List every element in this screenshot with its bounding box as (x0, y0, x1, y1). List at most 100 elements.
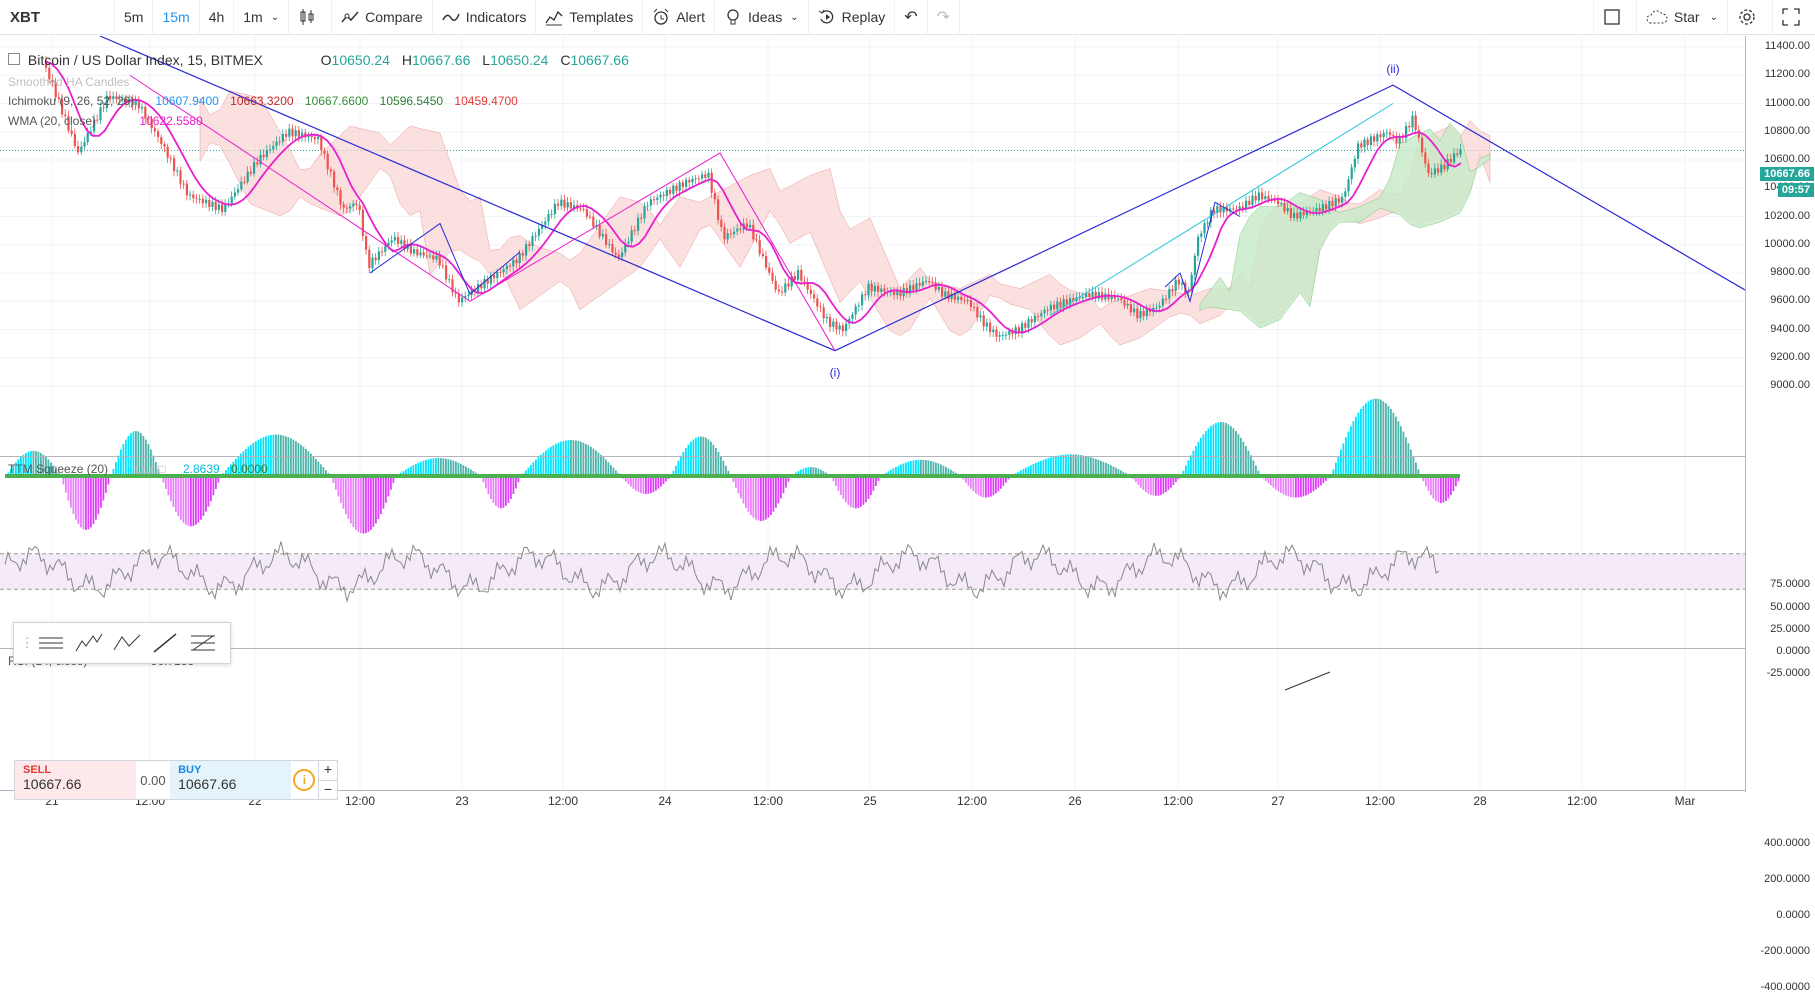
candle-body (368, 249, 371, 269)
candle-body (496, 271, 499, 279)
drag-handle[interactable]: ⋮ (20, 635, 34, 650)
candle-body (1264, 196, 1267, 200)
candle-body (1389, 132, 1392, 135)
buy-label: BUY (178, 764, 202, 776)
ttm-bar (590, 446, 592, 476)
candle-body (224, 204, 227, 212)
time-axis-label: 12:00 (956, 794, 988, 808)
ttm-bar (895, 466, 897, 476)
candle-body (541, 224, 544, 229)
candle-body (67, 116, 70, 131)
ttm-bar (810, 467, 812, 476)
ttm-bar (42, 454, 45, 476)
ichimoku-value-3: 10667.6600 (304, 94, 369, 108)
plus-icon[interactable]: + (323, 761, 333, 777)
candle-body (457, 293, 460, 303)
candle-body (1069, 298, 1072, 305)
ttm-bar (510, 476, 512, 499)
candle-body (83, 142, 86, 147)
candle-body (413, 249, 416, 254)
candle-body (1168, 288, 1171, 299)
ttm-bar (820, 469, 822, 476)
replay-button[interactable]: Replay (809, 0, 896, 34)
settings-button[interactable] (1728, 0, 1773, 34)
interval-4h[interactable]: 4h (200, 0, 235, 34)
info-button[interactable]: i (291, 761, 318, 799)
ttm-bar (422, 460, 425, 476)
candle-body (499, 271, 502, 273)
interval-5m[interactable]: 5m (115, 0, 154, 34)
candle-body (998, 335, 1001, 337)
ttm-bar (252, 442, 255, 476)
buy-button[interactable]: BUY 10667.66 (170, 761, 291, 799)
ttm-bar (120, 449, 122, 476)
alert-button[interactable]: Alert (643, 0, 716, 34)
ttm-bar (257, 439, 260, 476)
compare-button[interactable]: Compare (332, 0, 433, 34)
ttm-bar (985, 476, 987, 498)
layout-button[interactable] (1592, 0, 1637, 34)
interval-1m[interactable]: 1m ⌄ (234, 0, 290, 34)
templates-label: Templates (569, 9, 634, 25)
quantity-stepper[interactable]: + − (317, 761, 337, 800)
ttm-bar (660, 476, 662, 487)
legend-collapse-icon[interactable] (8, 53, 20, 65)
templates-button[interactable]: Templates (536, 0, 644, 34)
candle-body (51, 79, 54, 84)
cloud-star-button[interactable]: Star ⌄ (1637, 0, 1728, 34)
symbol-search[interactable]: XBT (0, 0, 115, 34)
candle-body (1197, 236, 1200, 256)
chart-canvas[interactable]: (i) (ii) (0, 36, 1745, 792)
ttm-bar (122, 444, 125, 476)
lines-tool-button[interactable] (32, 627, 70, 659)
candle-body (937, 287, 940, 290)
elliott-impulse-button[interactable] (70, 627, 108, 659)
undo-button[interactable]: ↶ (895, 0, 928, 34)
candle-body (723, 227, 726, 240)
candle-body (665, 189, 668, 196)
trading-panel: SELL 10667.66 0.00 BUY 10667.66 i + − (14, 760, 338, 800)
candle-body (269, 149, 272, 151)
candle-body (752, 224, 755, 240)
ttm-bar (1427, 476, 1430, 492)
candle-body (925, 280, 928, 282)
elliott-correction-button[interactable] (108, 627, 146, 659)
price-axis[interactable]: 11400.00 11200.00 11000.00 10800.00 10600.00… (1745, 36, 1815, 993)
candle-body (1257, 192, 1260, 201)
ttm-bar (525, 470, 527, 476)
ideas-button[interactable]: Ideas ⌄ (715, 0, 809, 34)
ttm-bar (1247, 450, 1250, 476)
candle-body (352, 203, 355, 207)
candle-body (1033, 315, 1036, 323)
ttm-bar (392, 476, 395, 483)
minus-icon[interactable]: − (318, 779, 337, 800)
candle-body (1398, 137, 1401, 144)
ttm-bar (1000, 476, 1002, 489)
ttm-bar (1040, 460, 1042, 476)
fib-tool-button[interactable] (184, 627, 222, 659)
sell-button[interactable]: SELL 10667.66 (15, 761, 136, 799)
legend-buttons-icon[interactable]: □□□□□ (129, 462, 166, 476)
interval-15m[interactable]: 15m (153, 0, 200, 34)
ttm-bar (117, 455, 120, 476)
ttm-bar (935, 462, 937, 476)
ttm-bar (200, 476, 202, 520)
candle-body (1421, 137, 1424, 153)
ttm-bar (1452, 476, 1455, 492)
rsi-axis-label: 50.0000 (1770, 600, 1810, 613)
ttm-bar (1210, 426, 1212, 476)
pane-separator-rsi[interactable] (0, 648, 1745, 649)
candle-body (1459, 149, 1462, 155)
ttm-bar (1257, 470, 1260, 476)
candle-body (1401, 137, 1404, 139)
ttm-bar (195, 476, 197, 525)
ttm-bar (500, 476, 502, 509)
pane-separator-ttm[interactable] (0, 456, 1745, 457)
indicators-button[interactable]: Indicators (433, 0, 537, 34)
fullscreen-button[interactable] (1773, 0, 1815, 34)
ttm-bar (712, 444, 715, 476)
redo-button[interactable]: ↷ (928, 0, 961, 34)
trend-line-button[interactable] (146, 627, 184, 659)
chart-type-button[interactable] (289, 0, 333, 34)
candle-body (320, 136, 323, 151)
